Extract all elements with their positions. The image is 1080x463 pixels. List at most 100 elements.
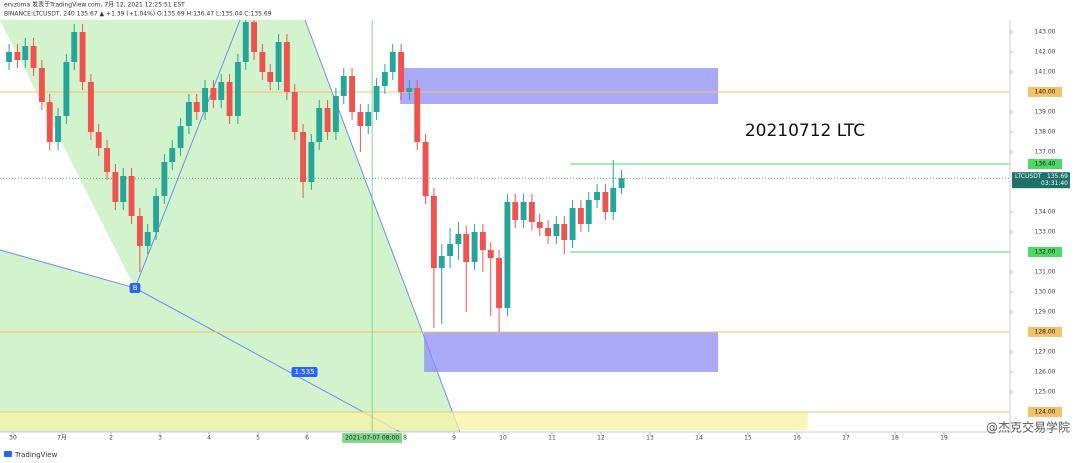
level-label: 128.00 xyxy=(1035,329,1056,336)
y-tick-label: 143.00 xyxy=(1035,29,1056,36)
candle-body xyxy=(87,82,94,132)
candle-body xyxy=(38,68,45,102)
zone xyxy=(400,68,719,104)
candle-body xyxy=(365,112,372,126)
y-tick-label: 126.00 xyxy=(1035,369,1056,376)
candle-body xyxy=(104,148,111,172)
x-tick-label: 8 xyxy=(403,435,407,442)
watermark: @杰克交易学院 xyxy=(986,420,1070,435)
x-tick-label: 7月 xyxy=(57,435,67,442)
candle-body xyxy=(112,172,119,202)
candle-body xyxy=(161,162,168,196)
candle-body xyxy=(438,256,445,268)
candle-body xyxy=(471,232,478,262)
candle-body xyxy=(340,76,347,96)
candle-body xyxy=(202,88,209,112)
candle-body xyxy=(553,224,560,236)
level-label: 136.40 xyxy=(1035,161,1056,168)
candle-body xyxy=(259,52,266,72)
pattern xyxy=(0,20,461,432)
candle-body xyxy=(169,148,176,162)
candle-body xyxy=(487,250,494,258)
annotation-bg xyxy=(291,367,318,377)
candle-body xyxy=(144,232,151,246)
candle-body xyxy=(414,88,421,142)
y-tick-label: 130.00 xyxy=(1035,289,1056,296)
candle-body xyxy=(332,96,339,132)
candle-body xyxy=(349,76,356,112)
candle-body xyxy=(283,42,290,92)
candle-body xyxy=(569,208,576,240)
candle-body xyxy=(14,52,21,60)
x-tick-label: 19 xyxy=(940,435,948,442)
annotation-bg xyxy=(129,283,141,293)
candle-body xyxy=(128,176,135,216)
last-price-bg xyxy=(1012,172,1070,189)
header-line: ervzuma 发表于TradingView.com, 7月 12, 2021 … xyxy=(4,1,185,9)
candle-body xyxy=(520,202,527,220)
candle-body xyxy=(136,216,143,246)
x-tick-label: 4 xyxy=(207,435,211,442)
pattern-area xyxy=(0,250,400,432)
candle-body xyxy=(504,202,511,308)
zone xyxy=(0,412,808,430)
x-tick-label: 18 xyxy=(891,435,899,442)
candle-body xyxy=(6,52,13,62)
price-axis-bg xyxy=(1010,0,1080,463)
plot-layer: B 1.535 xyxy=(0,20,1010,432)
candle-body xyxy=(455,234,462,244)
x-tick-label: 14 xyxy=(695,435,703,442)
candle-body xyxy=(406,88,413,92)
candle-body xyxy=(536,222,543,228)
candle-body xyxy=(291,92,298,132)
x-tick-label: 30 xyxy=(9,435,17,442)
candle-body xyxy=(210,88,217,100)
y-tick-label: 139.00 xyxy=(1035,109,1056,116)
last-price-value: 135.69 xyxy=(1047,173,1068,180)
candle-body xyxy=(63,62,70,116)
level-label: 140.00 xyxy=(1035,89,1056,96)
x-tick-label: 16 xyxy=(793,435,801,442)
candle-body xyxy=(267,72,274,82)
x-tick-label: 17 xyxy=(842,435,850,442)
countdown: 03:31:40 xyxy=(1041,180,1068,187)
last-price-symbol: LTCUSDT xyxy=(1015,173,1042,180)
y-tick-label: 137.00 xyxy=(1035,149,1056,156)
candle-body xyxy=(357,112,364,126)
candle-body xyxy=(528,202,535,222)
candle-body xyxy=(577,208,584,224)
candle-body xyxy=(120,176,127,202)
y-tick-label: 134.00 xyxy=(1035,209,1056,216)
candle-body xyxy=(463,234,470,262)
x-tick-label: 6 xyxy=(305,435,309,442)
pattern-area xyxy=(0,20,240,288)
candle-body xyxy=(324,108,331,132)
candle-body xyxy=(316,108,323,142)
x-tick-label: 10 xyxy=(499,435,507,442)
level-label: 124.00 xyxy=(1035,409,1056,416)
x-tick-label: 11 xyxy=(548,435,556,442)
candle-body xyxy=(218,82,225,100)
x-tick-label: 13 xyxy=(646,435,654,442)
candle-body xyxy=(430,196,437,268)
candle-body xyxy=(308,142,315,182)
candle-body xyxy=(585,200,592,224)
candle-body xyxy=(226,82,233,116)
candle-body xyxy=(618,178,625,188)
candle-body xyxy=(30,46,37,68)
logo xyxy=(4,451,12,457)
x-tick-label: 5 xyxy=(256,435,260,442)
annotation: B xyxy=(133,284,138,292)
level-label: 132.00 xyxy=(1035,249,1056,256)
chart-title: 20210712 LTC xyxy=(745,121,865,141)
candle-body xyxy=(373,86,380,112)
candle-body xyxy=(422,142,429,196)
candle-body xyxy=(545,228,552,236)
candle-body xyxy=(300,132,307,182)
x-tick-label: 12 xyxy=(597,435,605,442)
candle-body xyxy=(71,32,78,62)
candle-body xyxy=(153,196,160,232)
candle-body xyxy=(185,102,192,126)
x-tick-label: 3 xyxy=(158,435,162,442)
